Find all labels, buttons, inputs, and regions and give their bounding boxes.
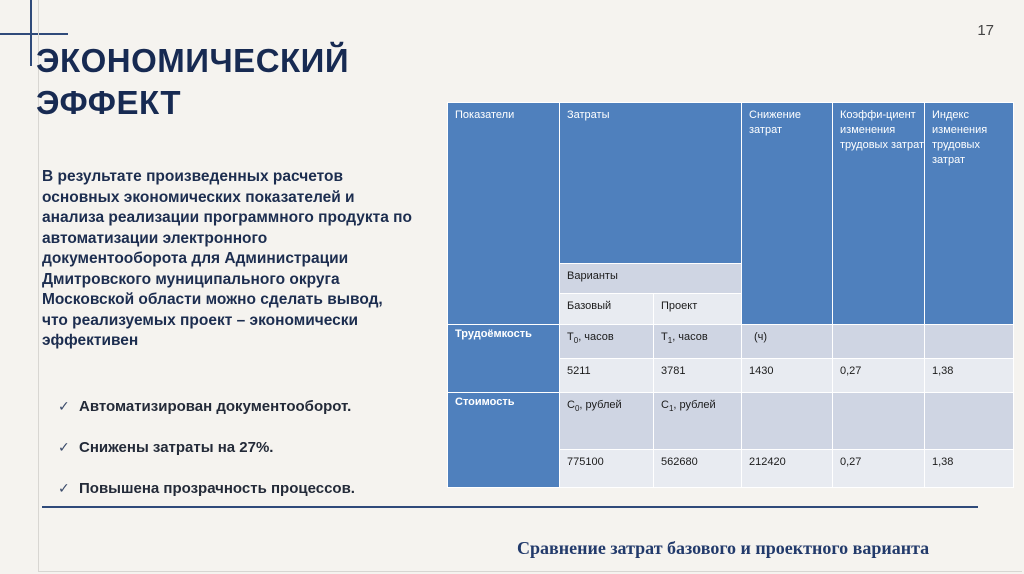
table-row: Стоимость С0, рублей С1, рублей [447,392,1014,488]
results-item-text: Повышена прозрачность процессов. [79,480,355,497]
coefficient-value-cell: 0,27 [832,449,925,488]
intro-text: В результате произведенных расчетов осно… [42,168,412,349]
slide-title: ЭКОНОМИЧЕСКИЙ ЭФФЕКТ [36,40,349,124]
results-item-text: Автоматизирован документооборот. [79,398,352,415]
index-value-cell: 1,38 [924,358,1014,393]
header-costs: Затраты [559,102,742,264]
index-value-cell: 1,38 [924,449,1014,488]
header-indicators: Показатели [447,102,560,325]
header-reduction: Снижение затрат [741,102,833,325]
header-coefficient: Коэффи-циент изменения трудовых затрат [832,102,925,325]
empty-cell [832,392,925,450]
cost-comparison-table: Показатели Затраты Снижение затрат Коэфф… [447,102,1014,488]
results-item: ✓ Снижены затраты на 27%. [58,427,355,468]
reduction-unit-cell [741,392,833,450]
coefficient-value-cell: 0,27 [832,358,925,393]
footer-divider [42,506,978,508]
title-line-2: ЭФФЕКТ [36,84,182,121]
results-list: ✓ Автоматизирован документооборот. ✓ Сни… [58,386,355,509]
base-unit-cell: С0, рублей [559,392,654,450]
slide-frame [38,0,1022,572]
base-unit-cell: Т0, часов [559,324,654,359]
header-base: Базовый [559,293,654,325]
results-item-text: Снижены затраты на 27%. [79,439,274,456]
row-label: Трудоёмкость [447,324,560,393]
header-project: Проект [653,293,742,325]
table-row: 5211 3781 1430 0,27 1,38 [448,358,1014,393]
table-row: 775100 562680 212420 0,27 1,38 [448,449,1014,488]
project-value-cell: 562680 [653,449,742,488]
header-index: Индекс изменения трудовых затрат [924,102,1014,325]
corner-line-horizontal [0,33,68,35]
empty-cell [832,324,925,359]
base-value-cell: 775100 [559,449,654,488]
empty-cell [924,324,1014,359]
results-item: ✓ Автоматизирован документооборот. [58,386,355,427]
check-icon: ✓ [58,480,70,496]
results-item: ✓ Повышена прозрачность процессов. [58,468,355,509]
row-label: Стоимость [447,392,560,488]
reduction-value-cell: 212420 [741,449,833,488]
reduction-unit-cell: (ч) [741,324,833,359]
project-value-cell: 3781 [653,358,742,393]
base-value-cell: 5211 [559,358,654,393]
table-row: Трудоёмкость Т0, часов Т1, часов (ч) [447,324,1014,393]
header-variants: Варианты [559,263,742,294]
table-caption: Сравнение затрат базового и проектного в… [517,538,930,558]
project-unit-cell: Т1, часов [653,324,742,359]
reduction-value-cell: 1430 [741,358,833,393]
check-icon: ✓ [58,398,70,414]
title-line-1: ЭКОНОМИЧЕСКИЙ [36,42,350,79]
cost-comparison-table-wrap: Показатели Затраты Снижение затрат Коэфф… [447,102,1014,488]
page-number: 17 [977,22,994,39]
check-icon: ✓ [58,439,70,455]
empty-cell [924,392,1014,450]
project-unit-cell: С1, рублей [653,392,742,450]
